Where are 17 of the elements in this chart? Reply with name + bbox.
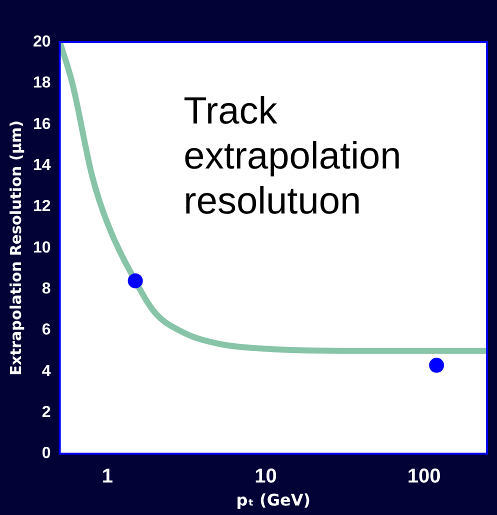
y-tick-label: 6 bbox=[42, 322, 51, 339]
annotation: Track extrapolation resolutuon bbox=[184, 90, 402, 222]
y-tick-label: 10 bbox=[33, 239, 51, 256]
y-tick-label: 12 bbox=[33, 198, 51, 216]
y-tick-label: 18 bbox=[33, 74, 51, 92]
y-tick-label: 14 bbox=[33, 156, 51, 174]
y-tick-label: 4 bbox=[42, 362, 51, 380]
y-axis-title: Extrapolation Resolution (μm) bbox=[6, 120, 25, 376]
y-tick-label: 16 bbox=[33, 116, 51, 133]
y-tick-label: 2 bbox=[42, 404, 51, 422]
x-tick-label: 10 bbox=[254, 465, 277, 488]
y-tick-label: 8 bbox=[42, 280, 51, 298]
x-tick-label: 100 bbox=[407, 465, 441, 488]
x-axis-title: pₜ (GeV) bbox=[236, 490, 311, 510]
x-tick-label: 1 bbox=[102, 465, 114, 488]
y-tick-label: 0 bbox=[42, 445, 51, 462]
y-tick-label: 20 bbox=[33, 33, 51, 50]
